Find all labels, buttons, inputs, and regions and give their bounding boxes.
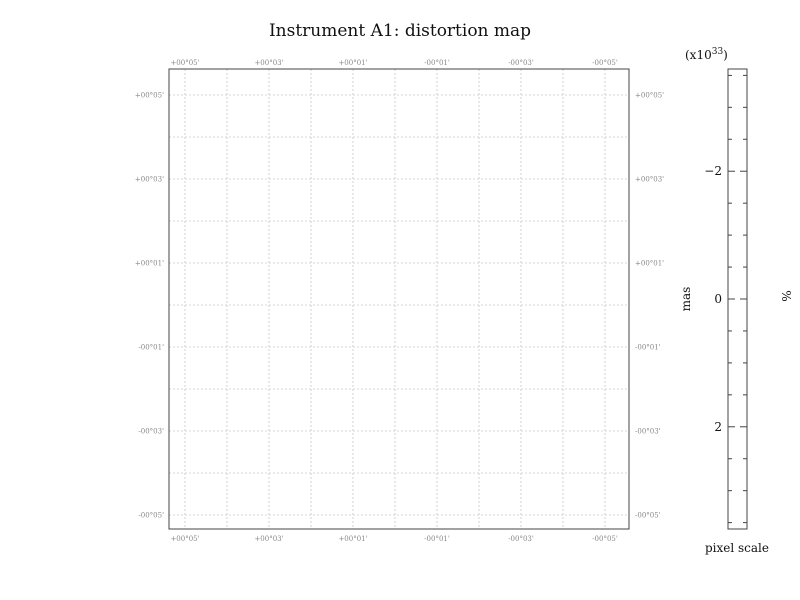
y-axis-left: +00°05' +00°03' +00°01' -00°01' -00°03' -00°0… (135, 92, 164, 520)
plot-frame (168, 68, 630, 530)
y-left-tick-label: -00°03' (138, 428, 164, 436)
colorbar-tick-label: 2 (714, 420, 722, 434)
x-bottom-tick-label: -00°05' (592, 535, 618, 543)
y-right-tick-label: -00°01' (635, 344, 661, 352)
x-axis-bottom: +00°05' +00°03' +00°01' -00°01' -00°03' -00°0… (170, 535, 617, 543)
x-top-tick-label: +00°03' (254, 59, 283, 67)
x-bottom-tick-label: +00°05' (170, 535, 199, 543)
colorbar-multiplier: (x1033) (685, 47, 728, 62)
colorbar-tick-label: −2 (704, 164, 722, 178)
x-top-tick-label: -00°05' (592, 59, 618, 67)
x-bottom-tick-label: +00°01' (338, 535, 367, 543)
colorbar-ticks: −2 0 2 (704, 74, 747, 524)
colorbar: (x1033) −2 0 2 mas % pixel scale (679, 47, 793, 555)
plot-area: +00°05' +00°03' +00°01' -00°01' -00°03' -00°0… (135, 59, 664, 543)
y-right-tick-label: -00°03' (635, 428, 661, 436)
x-top-tick-label: +00°01' (338, 59, 367, 67)
x-bottom-tick-label: -00°03' (508, 535, 534, 543)
x-bottom-tick-label: -00°01' (424, 535, 450, 543)
x-bottom-tick-label: +00°03' (254, 535, 283, 543)
grid-lines (169, 69, 629, 529)
y-right-tick-label: +00°05' (635, 92, 664, 100)
chart-title: Instrument A1: distortion map (269, 21, 531, 41)
colorbar-tick-label: 0 (714, 292, 722, 306)
x-axis-top: +00°05' +00°03' +00°01' -00°01' -00°03' -00°0… (170, 59, 617, 67)
x-top-tick-label: -00°01' (424, 59, 450, 67)
y-left-tick-label: +00°05' (135, 92, 164, 100)
colorbar-label: mas (679, 287, 693, 312)
y-left-tick-label: -00°01' (138, 344, 164, 352)
x-top-tick-label: -00°03' (508, 59, 534, 67)
y-right-tick-label: +00°03' (635, 176, 664, 184)
colorbar-label-right: % (779, 290, 793, 301)
y-left-tick-label: +00°03' (135, 176, 164, 184)
y-left-tick-label: -00°05' (138, 512, 164, 520)
y-left-tick-label: +00°01' (135, 260, 164, 268)
colorbar-bottom-label: pixel scale (705, 541, 769, 555)
y-right-tick-label: +00°01' (635, 260, 664, 268)
x-top-tick-label: +00°05' (170, 59, 199, 67)
y-axis-right: +00°05' +00°03' +00°01' -00°01' -00°03' -00°0… (635, 92, 664, 520)
y-right-tick-label: -00°05' (635, 512, 661, 520)
